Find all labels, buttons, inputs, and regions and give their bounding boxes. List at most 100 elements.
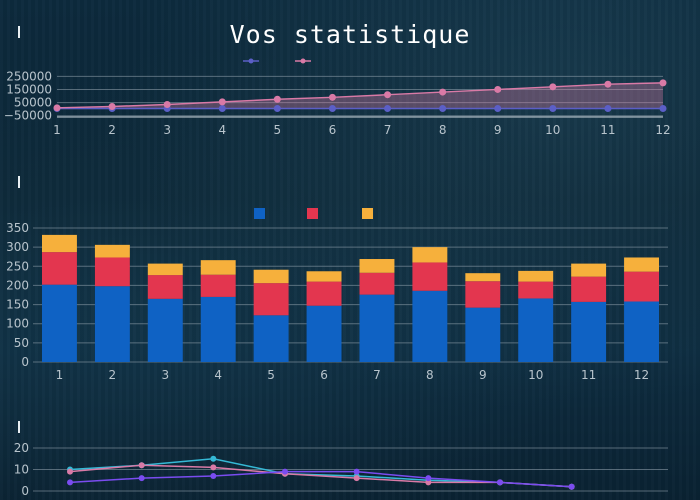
chart2-bar-segment [41, 234, 77, 253]
chart1-point [384, 104, 392, 112]
chart2-x-tick-label: 3 [161, 368, 169, 382]
chart3-point [425, 479, 432, 486]
chart3-point [210, 464, 217, 471]
chart1-point [273, 104, 281, 112]
chart2-bar-segment [41, 284, 77, 362]
chart2-y-tick-label: 200 [6, 278, 29, 292]
chart2-bar-segment [571, 263, 607, 277]
chart2-bar-segment [94, 257, 130, 287]
chart1-y-tick-label: −50000 [4, 109, 52, 123]
chart1-x-tick-label: 5 [274, 123, 282, 137]
chart1-x-tick-label: 12 [655, 123, 670, 137]
chart1-point [439, 88, 447, 96]
chart2-legend-swatch [362, 208, 373, 219]
chart1-x-tick-label: 11 [600, 123, 615, 137]
chart3-point [210, 472, 217, 479]
chart2-bar-segment [306, 305, 342, 362]
chart2-y-tick-label: 300 [6, 240, 29, 254]
chart2-y-tick-label: 250 [6, 259, 29, 273]
chart1-legend-marker [248, 58, 254, 64]
chart3-point [67, 468, 73, 475]
chart2-y-tick-label: 150 [6, 298, 29, 312]
chart2-x-tick-label: 5 [267, 368, 275, 382]
chart2-bar-segment [518, 298, 554, 362]
chart1-series-line-1 [56, 82, 664, 109]
chart2-bar-segment [359, 259, 395, 273]
chart2-bar-segment [359, 272, 395, 295]
chart2-x-tick-label: 10 [528, 368, 543, 382]
chart2-bar-segment [306, 281, 342, 306]
chart2-y-tick-label: 100 [6, 317, 29, 331]
chart1-x-tick-label: 2 [108, 123, 116, 137]
chart1-point [549, 104, 557, 112]
chart1-point [659, 79, 667, 87]
chart3-point [281, 468, 288, 475]
chart2-bar-segment [465, 281, 501, 308]
chart3-point [496, 479, 503, 486]
chart2-x-tick-label: 1 [56, 368, 64, 382]
chart1-x-tick-label: 6 [329, 123, 337, 137]
chart3-point [425, 475, 432, 482]
chart2-y-tick-label: 350 [6, 221, 29, 235]
chart2-bar-segment [465, 307, 501, 362]
chart1-point [163, 101, 171, 109]
chart3-series-line-2 [69, 470, 572, 488]
chart2-bar-segment [412, 290, 448, 362]
chart2-y-tick-label: 50 [14, 336, 29, 350]
chart2-bar-segment [200, 296, 236, 362]
chart1-y-tick-label: 250000 [6, 69, 52, 83]
chart2-bar-segment [147, 275, 183, 299]
chart2-bar-segment [518, 270, 554, 282]
chart2-bar-segment [624, 257, 660, 272]
chart2-x-tick-label: 9 [479, 368, 487, 382]
chart2-bar-segment [94, 244, 130, 258]
chart2-bar-segment [571, 276, 607, 302]
page-title: Vos statistique [229, 20, 471, 49]
chart2-bar-segment [253, 315, 289, 362]
chart2-x-tick-label: 11 [581, 368, 596, 382]
chart1-x-tick-label: 7 [384, 123, 392, 137]
chart1-point [494, 104, 502, 112]
chart3-point [67, 479, 73, 486]
chart1-y-tick-label: 150000 [6, 82, 52, 96]
chart2-bar-segment [465, 273, 501, 282]
chart1-x-tick-label: 1 [53, 123, 61, 137]
chart2-bar-segment [253, 269, 289, 284]
chart2-bar-segment [518, 281, 554, 299]
chart2-bar-segment [94, 286, 130, 362]
chart2-x-tick-label: 4 [214, 368, 222, 382]
chart2-bar-segment [147, 298, 183, 362]
chart2-bar-segment [147, 263, 183, 276]
chart2-x-tick-label: 2 [109, 368, 117, 382]
chart3-point [353, 475, 360, 482]
chart2-bar-segment [359, 294, 395, 362]
chart1-point [549, 83, 557, 91]
chart1-point [604, 104, 612, 112]
section-marker-middle [18, 176, 20, 188]
chart3-series-line-1 [69, 464, 572, 488]
chart2-x-tick-label: 6 [320, 368, 328, 382]
chart2-bar-segment [41, 252, 77, 285]
chart1-point [604, 80, 612, 88]
chart1-point [108, 103, 116, 110]
chart1-point [439, 104, 447, 112]
chart1-point [328, 104, 336, 112]
chart2-x-tick-label: 12 [634, 368, 649, 382]
chart3-point [353, 468, 360, 475]
chart1-point [384, 91, 392, 99]
chart3-y-tick-label: 20 [14, 441, 29, 455]
chart1-y-tick-label: 50000 [14, 96, 52, 110]
chart1-point [218, 98, 226, 106]
chart1-point [273, 95, 281, 103]
chart1-x-tick-label: 3 [163, 123, 171, 137]
chart3-point [568, 483, 575, 490]
chart2-bar-segment [200, 274, 236, 297]
chart2-bar-segment [624, 271, 660, 302]
chart3-point [210, 455, 217, 462]
chart2-bar-segment [412, 247, 448, 263]
chart3-y-tick-label: 0 [21, 484, 29, 498]
chart3-y-tick-label: 10 [14, 463, 29, 477]
chart1-point [218, 104, 226, 112]
chart3-point [138, 462, 145, 469]
